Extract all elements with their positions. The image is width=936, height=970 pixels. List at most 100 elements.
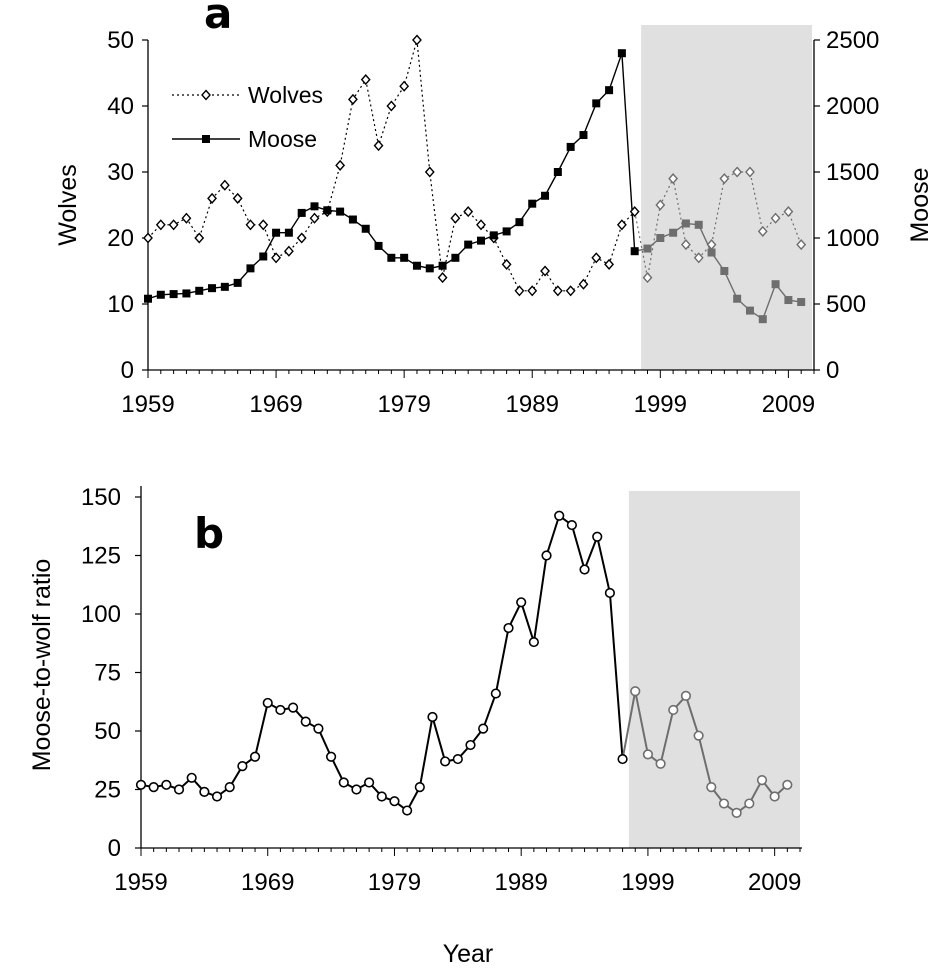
- panel-a-left-tick-label: 10: [107, 291, 134, 318]
- moose-point: [272, 228, 281, 237]
- moose-point: [323, 206, 332, 215]
- wolves-point: [463, 206, 474, 218]
- moose-point: [745, 306, 754, 315]
- moose-point: [361, 224, 370, 233]
- moose-point: [195, 286, 204, 295]
- wolves-point: [655, 199, 666, 211]
- moose-point: [297, 208, 306, 217]
- moose-point: [681, 219, 690, 228]
- moose-point: [771, 280, 780, 289]
- moose-point: [617, 49, 626, 58]
- panel-a-left-tick-label: 0: [121, 357, 134, 384]
- panel-b-x-tick-label: 1959: [114, 869, 167, 896]
- panel-a-right-tick-label: 2500: [826, 27, 879, 54]
- moose-point: [259, 252, 268, 261]
- ratio-point: [630, 686, 641, 697]
- panel-a-left-tick-label: 50: [107, 27, 134, 54]
- ratio-point: [364, 777, 375, 788]
- moose-point: [566, 142, 575, 151]
- moose-point: [579, 131, 588, 140]
- panel-a-x-tick-label: 1999: [634, 391, 687, 418]
- panel-a-right-tick-label: 1000: [826, 225, 879, 252]
- wolves-point: [591, 252, 602, 264]
- ratio-point: [237, 760, 248, 772]
- moose-point: [310, 202, 319, 211]
- moose-point: [233, 278, 242, 287]
- ratio-point: [148, 782, 159, 793]
- ratio-point: [275, 704, 286, 716]
- wolves-point: [668, 173, 679, 185]
- ratio-point: [744, 798, 755, 809]
- panel-b-chart: 0 25 50 75 100 125 150 1959 1969 1979 1989 1999 2009…: [28, 484, 802, 968]
- moose-point: [400, 253, 409, 262]
- wolves-point: [450, 212, 461, 224]
- wolves-point: [335, 159, 346, 171]
- ratio-point: [516, 597, 527, 608]
- ratio-point: [389, 796, 400, 807]
- panel-a-left-axis-title: Wolves: [54, 164, 82, 246]
- moose-point: [515, 218, 524, 227]
- ratio-point: [452, 753, 463, 765]
- ratio-point: [376, 791, 387, 802]
- moose-point: [541, 191, 550, 200]
- ratio-point: [554, 510, 565, 521]
- moose-point: [387, 253, 396, 262]
- ratio-point: [465, 739, 476, 751]
- wolves-point: [680, 239, 691, 251]
- panel-a-right-tick-label: 500: [826, 291, 866, 318]
- ratio-point: [617, 753, 628, 765]
- moose-point: [502, 227, 511, 236]
- panel-b-label: b: [194, 509, 224, 558]
- wolves-point: [296, 232, 307, 244]
- moose-point: [412, 261, 421, 270]
- panel-b-x-tick-label: 1969: [241, 869, 294, 896]
- ratio-point: [693, 730, 704, 741]
- wolves-point: [693, 252, 704, 264]
- wolves-point: [194, 232, 205, 244]
- wolves-point: [412, 34, 422, 46]
- wolves-point: [770, 212, 781, 224]
- ratio-point: [300, 716, 311, 727]
- moose-point: [220, 282, 229, 291]
- ratio-point: [490, 688, 501, 699]
- ratio-point: [566, 519, 577, 531]
- wolves-point: [219, 179, 230, 191]
- panel-b-y-tick-label: 25: [94, 777, 121, 804]
- wolves-point: [207, 192, 217, 204]
- moose-point: [489, 231, 498, 240]
- moose-point: [694, 220, 703, 229]
- moose-point: [438, 261, 447, 270]
- panel-a-right-tick-label: 2000: [826, 93, 879, 120]
- moose-point: [336, 207, 345, 216]
- moose-point: [374, 241, 383, 250]
- panel-b-y-tick-label: 50: [94, 718, 121, 745]
- wolves-point: [642, 272, 653, 284]
- panel-a-left-tick-label: 40: [107, 93, 134, 120]
- wolves-point: [424, 166, 435, 178]
- wolves-point: [309, 212, 320, 224]
- wolves-point: [757, 225, 768, 237]
- wolves-point: [181, 212, 192, 224]
- panel-b-y-tick-label: 0: [108, 835, 121, 862]
- moose-point: [733, 294, 742, 303]
- ratio-point: [769, 791, 780, 802]
- moose-point: [797, 298, 806, 307]
- ratio-point: [287, 702, 299, 713]
- wolves-point: [552, 285, 563, 297]
- panel-b-x-tick-label: 1979: [368, 869, 421, 896]
- wolves-point: [168, 219, 179, 231]
- moose-point: [284, 228, 293, 237]
- wolves-point: [745, 166, 755, 178]
- moose-point: [169, 290, 178, 299]
- legend-moose-marker: [202, 135, 210, 143]
- ratio-point: [338, 777, 349, 788]
- wolves-point: [155, 219, 166, 231]
- wolves-point: [373, 140, 384, 152]
- wolves-point: [629, 206, 640, 218]
- ratio-point: [186, 772, 197, 783]
- wolves-point: [232, 192, 243, 204]
- moose-point: [182, 289, 191, 298]
- wolves-point: [476, 219, 486, 231]
